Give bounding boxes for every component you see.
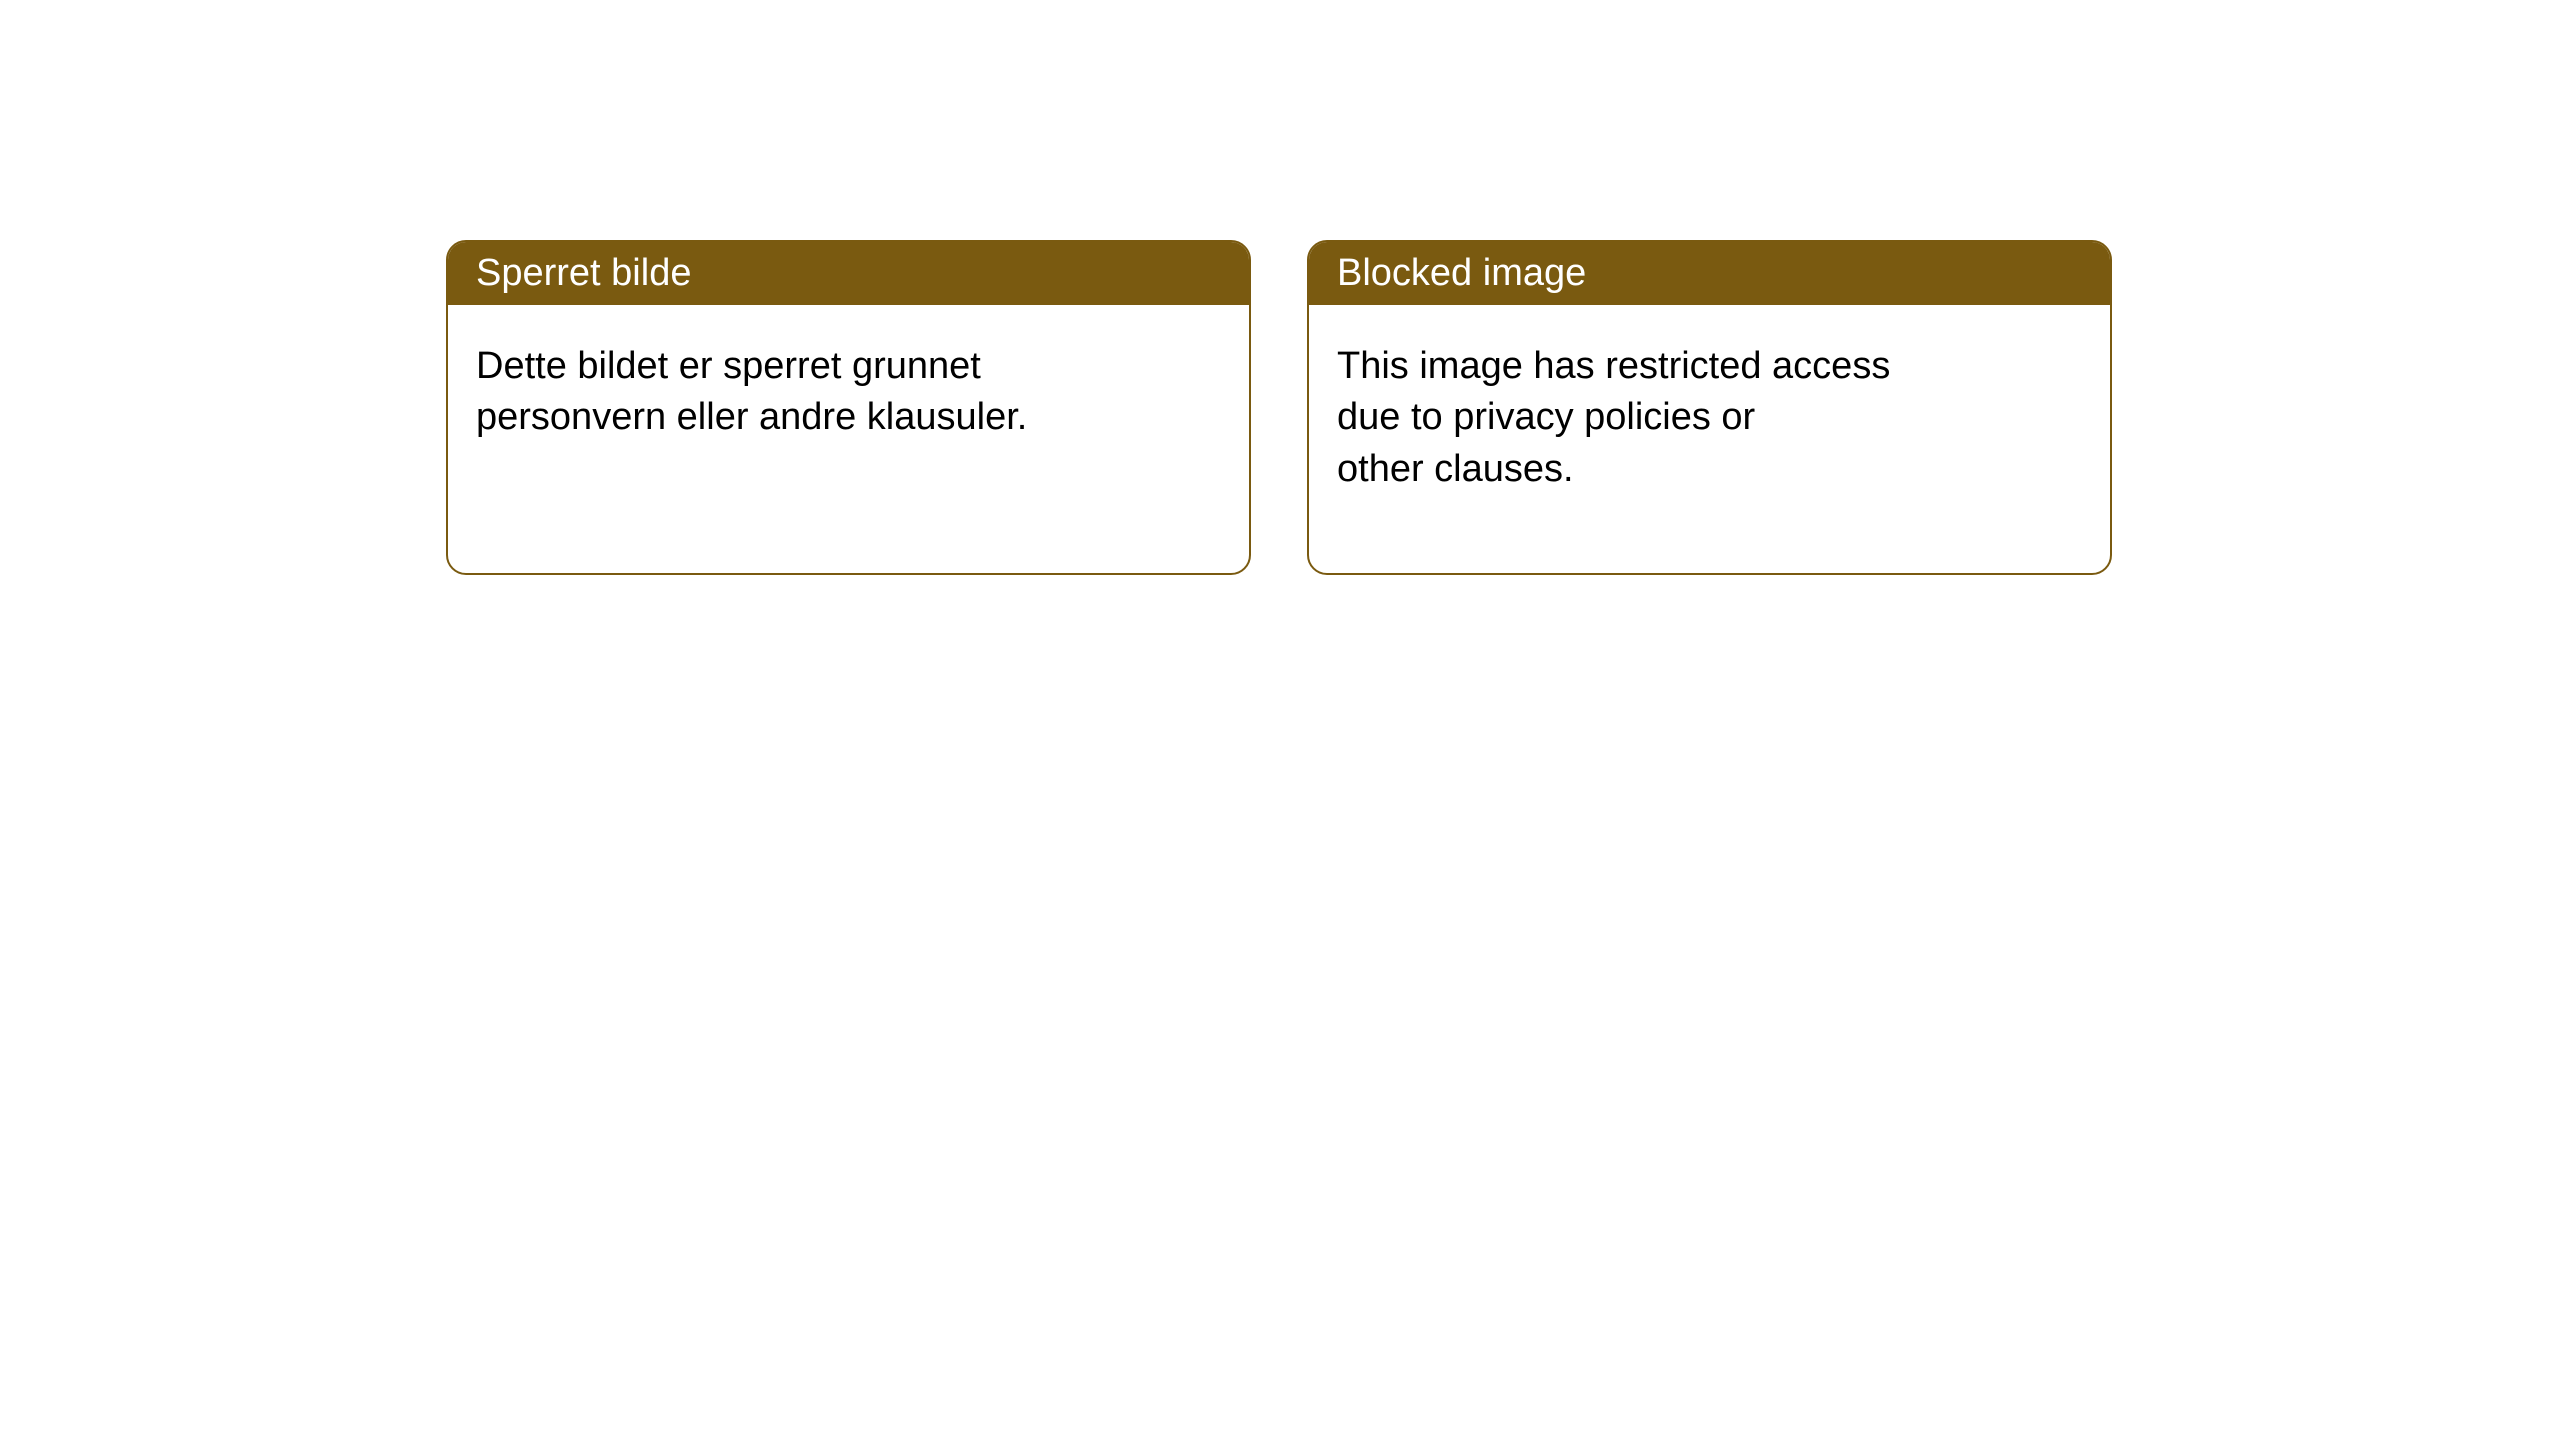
notice-card-body: Dette bildet er sperret grunnet personve… [448,305,1249,480]
notice-card-body: This image has restricted access due to … [1309,305,2110,531]
notice-card-header: Blocked image [1309,242,2110,305]
notice-cards-container: Sperret bilde Dette bildet er sperret gr… [446,240,2112,575]
notice-card-header: Sperret bilde [448,242,1249,305]
notice-card-norwegian: Sperret bilde Dette bildet er sperret gr… [446,240,1251,575]
notice-card-english: Blocked image This image has restricted … [1307,240,2112,575]
